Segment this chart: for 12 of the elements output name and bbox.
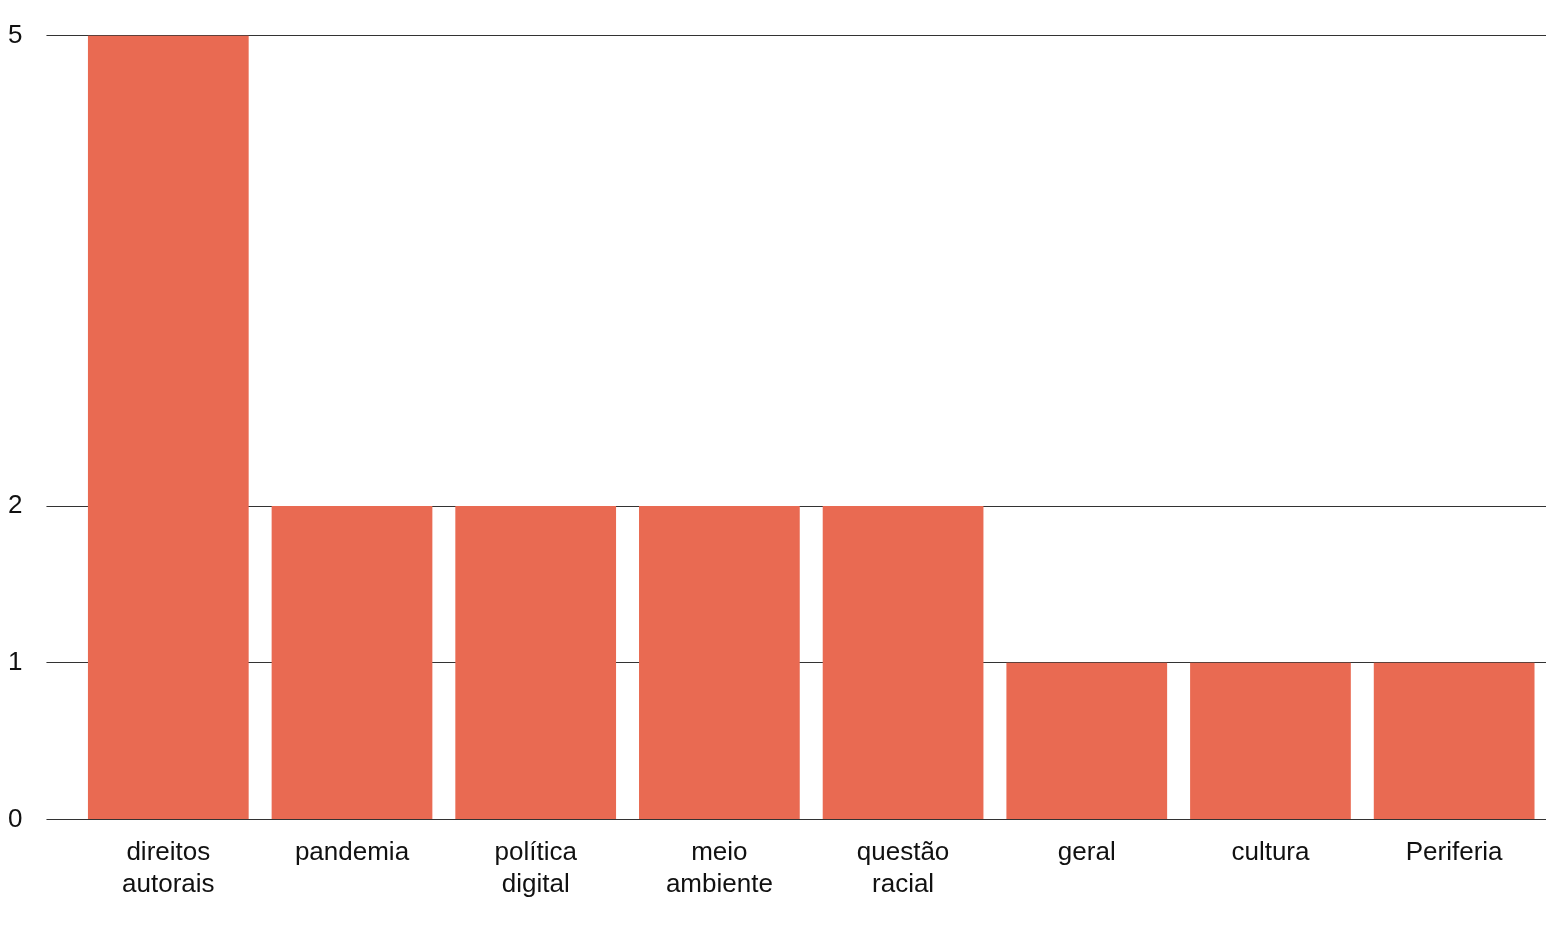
y-tick-label: 2 (8, 489, 23, 520)
x-tick-label: meio ambiente (665, 836, 773, 898)
x-tick-label: geral (1057, 836, 1116, 867)
x-tick-label: política digital (494, 836, 578, 898)
y-tick-label: 5 (8, 18, 23, 49)
x-tick-label: cultura (1231, 836, 1311, 867)
x-tick-label: direitos autorais (122, 836, 215, 898)
y-tick-label: 0 (8, 802, 23, 833)
y-tick-label: 1 (8, 645, 23, 676)
x-tick-label: pandemia (294, 836, 410, 867)
x-tick-label: Periferia (1405, 836, 1504, 867)
x-tick-label: questão racial (856, 836, 950, 898)
